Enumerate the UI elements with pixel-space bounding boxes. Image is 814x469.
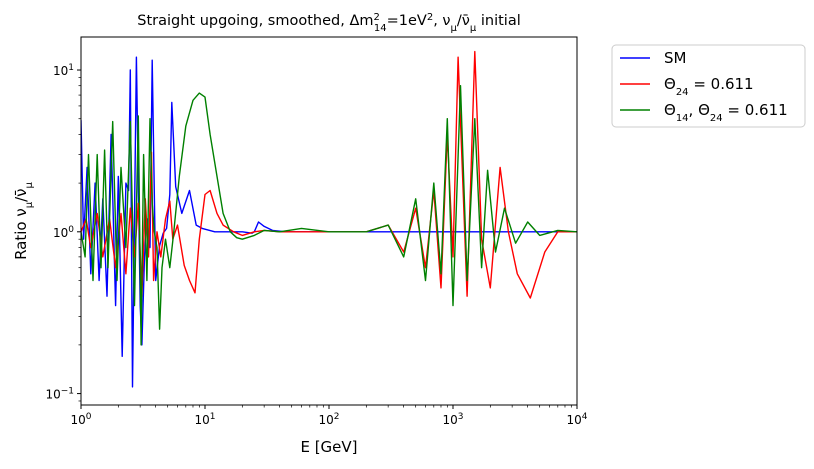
x-tick-label-1: 101 (194, 412, 215, 427)
x-tick-label-4: 104 (566, 412, 587, 427)
y-tick-label-2: 101 (53, 63, 74, 78)
series-layer (81, 50, 577, 388)
y-axis-label: Ratio νμ/ν̄μ (12, 181, 35, 259)
x-tick-label-3: 103 (442, 412, 463, 427)
ticks-layer: 100 101 102 103 104 10−1 100 101 (45, 63, 587, 427)
legend-label-theta14-theta24: Θ14, Θ24 = 0.611 (664, 101, 788, 124)
series-line-2 (81, 85, 577, 346)
x-axis-label: E [GeV] (300, 438, 357, 456)
legend: SM Θ24 = 0.611 Θ14, Θ24 = 0.611 (611, 44, 806, 128)
legend-label-theta24: Θ24 = 0.611 (664, 75, 754, 98)
y-tick-label-1: 100 (53, 225, 74, 240)
legend-frame (611, 44, 806, 128)
chart-title: Straight upgoing, smoothed, Δm2 14=1eV2, … (137, 12, 521, 34)
x-tick-label-0: 100 (70, 412, 91, 427)
y-tick-label-0: 10−1 (45, 387, 74, 402)
x-tick-label-2: 102 (318, 412, 339, 427)
legend-label-sm: SM (664, 49, 686, 67)
